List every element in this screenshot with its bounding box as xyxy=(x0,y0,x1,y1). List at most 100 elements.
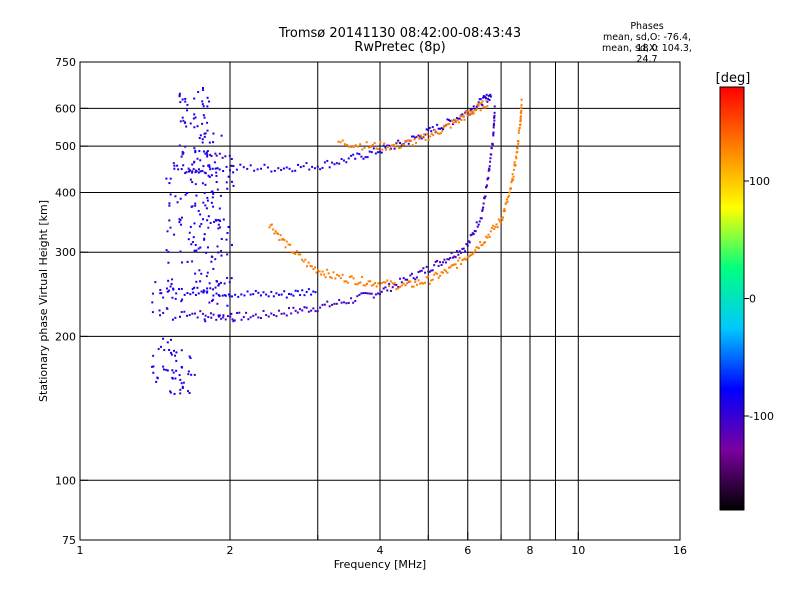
data-point xyxy=(316,310,319,313)
data-point xyxy=(518,127,521,130)
data-point xyxy=(339,141,342,144)
data-point xyxy=(412,285,415,288)
data-point xyxy=(503,208,506,211)
data-point xyxy=(235,168,238,171)
data-point xyxy=(376,151,379,154)
data-point xyxy=(519,118,522,121)
data-point xyxy=(304,258,307,261)
data-point xyxy=(345,161,348,164)
data-point xyxy=(191,312,194,315)
data-point xyxy=(442,128,445,131)
data-point xyxy=(174,354,177,357)
data-point xyxy=(479,241,482,244)
data-point xyxy=(386,289,389,292)
data-point xyxy=(207,226,210,229)
data-point xyxy=(427,270,430,273)
data-point xyxy=(350,146,353,149)
data-point xyxy=(180,155,183,158)
data-point xyxy=(152,365,155,368)
data-point xyxy=(323,161,326,164)
data-point xyxy=(461,115,464,118)
data-point xyxy=(419,135,422,138)
data-point xyxy=(233,319,236,322)
phase-stats-heading: Phases xyxy=(630,21,664,32)
data-point xyxy=(464,112,467,115)
data-point xyxy=(321,303,324,306)
data-point xyxy=(215,154,218,157)
data-point xyxy=(343,143,346,146)
data-point xyxy=(169,226,172,229)
data-point xyxy=(230,243,233,246)
data-point xyxy=(474,249,477,252)
data-point xyxy=(212,313,215,316)
data-point xyxy=(495,223,498,226)
data-point xyxy=(447,266,450,269)
data-point xyxy=(162,365,165,368)
data-point xyxy=(333,163,336,166)
phase-stats-o: mean, sd,O: -76.4, 18.0 xyxy=(602,32,692,54)
data-point xyxy=(275,292,278,295)
x-tick-label: 1 xyxy=(77,544,84,557)
data-point xyxy=(379,150,381,153)
data-point xyxy=(210,191,213,194)
data-point xyxy=(388,148,391,151)
data-point xyxy=(472,105,475,108)
data-point xyxy=(203,171,206,174)
data-point xyxy=(485,184,488,187)
data-point xyxy=(200,222,203,225)
data-point xyxy=(431,269,434,272)
data-point xyxy=(284,246,287,249)
data-point xyxy=(445,123,448,126)
data-point xyxy=(167,279,170,282)
colorbar-ticks: 100 0 -100 xyxy=(744,175,774,423)
data-point xyxy=(361,275,364,278)
data-point xyxy=(212,141,215,144)
data-point xyxy=(204,132,207,135)
data-point xyxy=(346,143,349,146)
data-point xyxy=(439,132,442,135)
data-point xyxy=(402,282,405,285)
data-point xyxy=(455,266,458,269)
data-point xyxy=(230,277,233,280)
data-point xyxy=(206,96,209,99)
data-point xyxy=(386,144,389,147)
data-point xyxy=(208,282,211,285)
data-point xyxy=(193,97,196,100)
data-point xyxy=(510,181,513,184)
data-point xyxy=(380,290,383,293)
data-point xyxy=(167,261,170,264)
data-point xyxy=(365,282,368,285)
data-point xyxy=(290,312,293,315)
data-point xyxy=(458,121,461,124)
data-point xyxy=(178,374,181,377)
data-point xyxy=(474,230,477,233)
data-point xyxy=(201,100,204,103)
data-point xyxy=(214,286,217,289)
data-point xyxy=(229,169,231,172)
data-point xyxy=(347,301,350,304)
data-point xyxy=(520,112,523,115)
data-point xyxy=(210,299,213,302)
data-point xyxy=(520,98,523,101)
data-point xyxy=(202,86,205,89)
data-point xyxy=(370,151,373,154)
data-point xyxy=(491,143,494,146)
data-point xyxy=(194,243,197,246)
data-point xyxy=(439,127,442,130)
data-point xyxy=(389,280,392,283)
data-point xyxy=(197,90,200,93)
data-point xyxy=(210,155,213,158)
data-point xyxy=(326,268,329,271)
y-tick-label: 600 xyxy=(55,102,76,115)
data-point xyxy=(206,287,209,290)
data-point xyxy=(181,150,184,153)
data-point xyxy=(493,227,496,230)
data-point xyxy=(217,315,220,318)
data-point xyxy=(421,136,424,139)
data-point xyxy=(440,264,443,267)
data-point xyxy=(329,276,332,279)
data-point xyxy=(216,167,219,170)
data-point xyxy=(401,143,404,146)
data-point xyxy=(280,238,283,241)
data-point xyxy=(220,254,223,257)
